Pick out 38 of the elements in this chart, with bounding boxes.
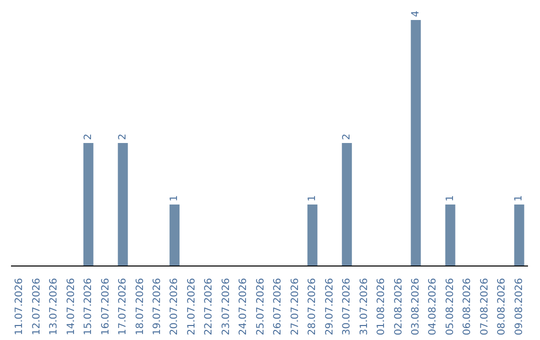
x-tick-label: 20.07.2026 [169, 278, 180, 336]
x-tick-label: 17.07.2026 [118, 278, 129, 336]
x-tick-label: 09.08.2026 [514, 278, 525, 336]
data-label: 2 [341, 134, 352, 140]
x-tick-label: 12.07.2026 [31, 278, 42, 336]
x-tick-label: 18.07.2026 [134, 278, 146, 336]
x-tick-label: 28.07.2026 [307, 278, 318, 336]
data-label: 1 [444, 195, 456, 202]
x-tick-label: 03.08.2026 [410, 278, 422, 336]
x-tick-label: 08.08.2026 [496, 278, 508, 336]
data-label: 4 [410, 10, 422, 17]
x-tick-label: 24.07.2026 [238, 278, 250, 336]
x-tick-label: 21.07.2026 [186, 278, 198, 336]
x-tick-label: 04.08.2026 [428, 278, 439, 336]
x-tick-label: 05.08.2026 [444, 278, 456, 336]
data-label: 2 [117, 134, 128, 140]
x-tick-label: 23.07.2026 [220, 278, 232, 336]
x-tick-label: 22.07.2026 [204, 278, 215, 336]
x-tick-label: 15.07.2026 [83, 278, 94, 336]
x-tick-label: 01.08.2026 [376, 278, 388, 336]
x-tick-label: 13.07.2026 [48, 278, 60, 336]
x-tick-label: 14.07.2026 [66, 278, 77, 336]
x-tick-label: 11.07.2026 [14, 278, 26, 336]
x-tick-label: 07.08.2026 [479, 278, 490, 336]
data-label: 1 [306, 195, 318, 202]
x-tick-label: 19.07.2026 [152, 278, 163, 336]
x-tick-label: 02.08.2026 [393, 278, 404, 336]
data-label: 1 [169, 195, 180, 202]
x-tick-label: 25.07.2026 [255, 278, 266, 336]
x-tick-label: 16.07.2026 [100, 278, 112, 336]
x-tick-label: 06.08.2026 [462, 278, 474, 336]
x-tick-label: 26.07.2026 [272, 278, 284, 336]
data-label: 2 [82, 134, 94, 140]
data-label: 1 [514, 195, 525, 202]
x-tick-label: 31.07.2026 [358, 278, 370, 336]
x-tick-label: 27.07.2026 [290, 278, 301, 336]
x-tick-label: 29.07.2026 [324, 278, 336, 336]
x-tick-label: 30.07.2026 [342, 278, 353, 336]
